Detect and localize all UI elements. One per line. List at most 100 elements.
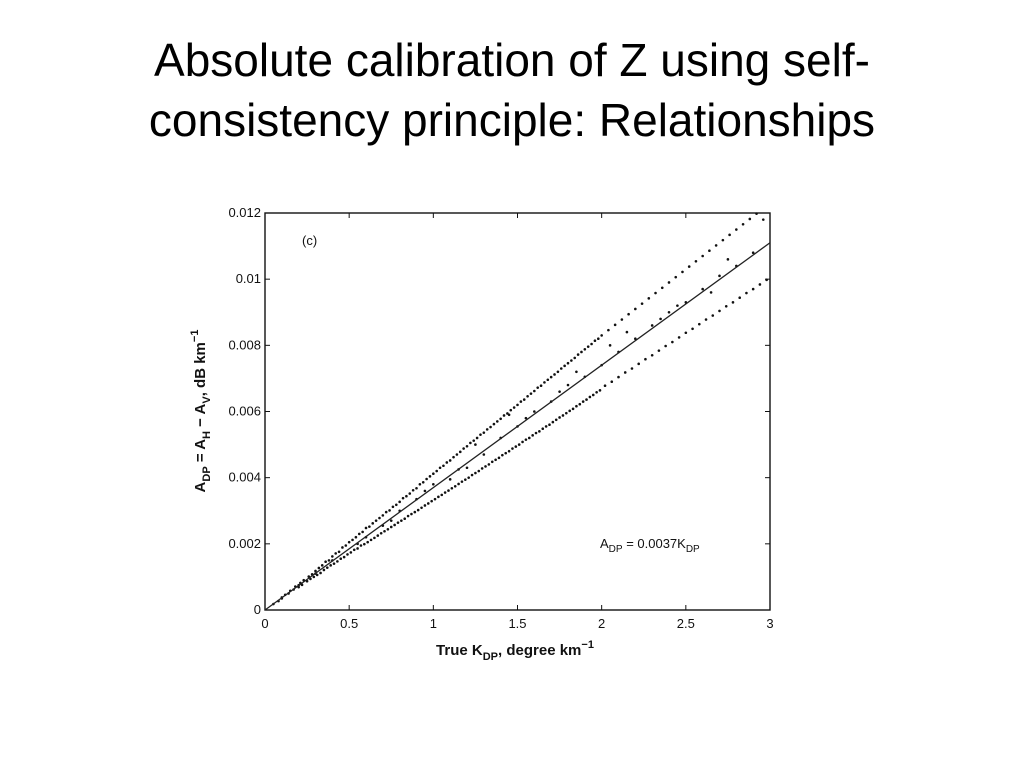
data-point xyxy=(502,414,506,417)
data-point xyxy=(496,420,499,423)
x-tick-label: 1 xyxy=(430,616,437,631)
y-tick-label: 0.002 xyxy=(228,536,261,551)
data-point xyxy=(570,359,573,362)
data-point xyxy=(418,482,422,486)
data-point xyxy=(726,258,730,261)
data-point xyxy=(337,550,341,554)
data-point xyxy=(501,453,504,457)
data-point xyxy=(571,407,575,411)
data-point xyxy=(671,340,674,344)
y-tick-label: 0 xyxy=(254,602,261,617)
data-point xyxy=(514,445,518,448)
data-point xyxy=(455,453,459,456)
data-point xyxy=(548,423,551,427)
data-point xyxy=(322,568,326,572)
data-point xyxy=(435,469,438,473)
data-point xyxy=(583,348,587,351)
data-point xyxy=(457,482,460,486)
y-tick-label: 0.004 xyxy=(228,470,261,485)
data-point xyxy=(423,489,427,493)
data-point xyxy=(389,519,393,522)
data-point xyxy=(559,367,563,370)
data-point xyxy=(634,337,637,341)
data-point xyxy=(413,510,417,514)
data-point xyxy=(738,296,741,299)
data-point xyxy=(346,553,349,556)
data-point xyxy=(448,478,452,481)
data-point xyxy=(420,506,423,510)
x-axis-label: True KDP, degree km−1 xyxy=(436,639,594,663)
data-point xyxy=(519,400,523,403)
data-point xyxy=(325,566,329,569)
data-point xyxy=(551,420,555,424)
data-point xyxy=(381,514,385,517)
data-point xyxy=(509,408,513,412)
data-point xyxy=(425,477,428,481)
x-tick-label: 1.5 xyxy=(508,616,526,631)
data-point xyxy=(751,287,755,291)
data-point xyxy=(657,349,661,352)
data-point xyxy=(467,476,470,479)
data-point xyxy=(383,529,386,533)
data-point xyxy=(748,217,752,221)
data-point xyxy=(472,439,476,442)
data-point xyxy=(512,406,516,409)
data-point xyxy=(595,391,598,394)
data-point xyxy=(400,519,403,522)
data-point xyxy=(487,463,491,466)
data-point xyxy=(524,438,528,441)
data-point xyxy=(687,265,691,268)
data-point xyxy=(565,411,568,415)
data-point xyxy=(507,449,511,453)
slide-title: Absolute calibration of Z using self- co… xyxy=(0,30,1024,150)
data-point xyxy=(704,318,708,321)
slide-title-line-2: consistency principle: Relationships xyxy=(148,94,876,146)
data-point xyxy=(443,491,447,494)
data-point xyxy=(309,577,312,581)
data-point xyxy=(386,527,390,531)
data-point xyxy=(388,509,391,512)
data-point xyxy=(681,270,684,274)
data-point xyxy=(647,297,651,300)
data-point xyxy=(452,455,455,459)
axis-ticks: 0 0.5 1 1.5 2 2.5 3 0 0.002 0.004 0.006 0.008 0.01 0.… xyxy=(228,205,773,631)
data-point xyxy=(349,551,353,554)
data-point xyxy=(363,542,366,546)
data-point xyxy=(469,441,472,445)
data-point xyxy=(474,443,477,446)
data-point xyxy=(411,488,415,492)
data-point xyxy=(644,357,647,361)
data-point xyxy=(511,447,514,450)
data-point xyxy=(627,312,630,316)
data-point xyxy=(408,492,412,495)
data-point xyxy=(765,278,768,282)
data-point xyxy=(492,422,496,426)
data-point xyxy=(453,484,457,488)
data-point xyxy=(396,521,400,524)
data-point xyxy=(578,402,582,406)
data-point xyxy=(464,478,467,481)
data-point xyxy=(524,416,528,420)
data-point xyxy=(395,503,398,507)
data-point xyxy=(536,386,539,389)
data-point xyxy=(554,418,558,422)
data-point xyxy=(448,459,452,462)
data-point xyxy=(724,304,728,308)
data-point xyxy=(664,344,667,348)
data-point xyxy=(369,538,373,542)
data-point xyxy=(465,466,469,470)
x-tick-label: 2 xyxy=(598,616,605,631)
data-point xyxy=(433,497,437,501)
data-point xyxy=(450,486,454,490)
data-point xyxy=(556,370,560,374)
data-point xyxy=(421,480,425,484)
data-point xyxy=(755,212,758,215)
data-point xyxy=(711,314,715,317)
fit-equation: ADP = 0.0037KDP xyxy=(600,536,700,555)
data-point xyxy=(640,302,644,305)
data-point xyxy=(489,425,492,429)
data-point xyxy=(735,228,738,231)
data-point xyxy=(659,317,662,321)
data-point xyxy=(654,291,657,295)
data-point xyxy=(430,499,433,503)
